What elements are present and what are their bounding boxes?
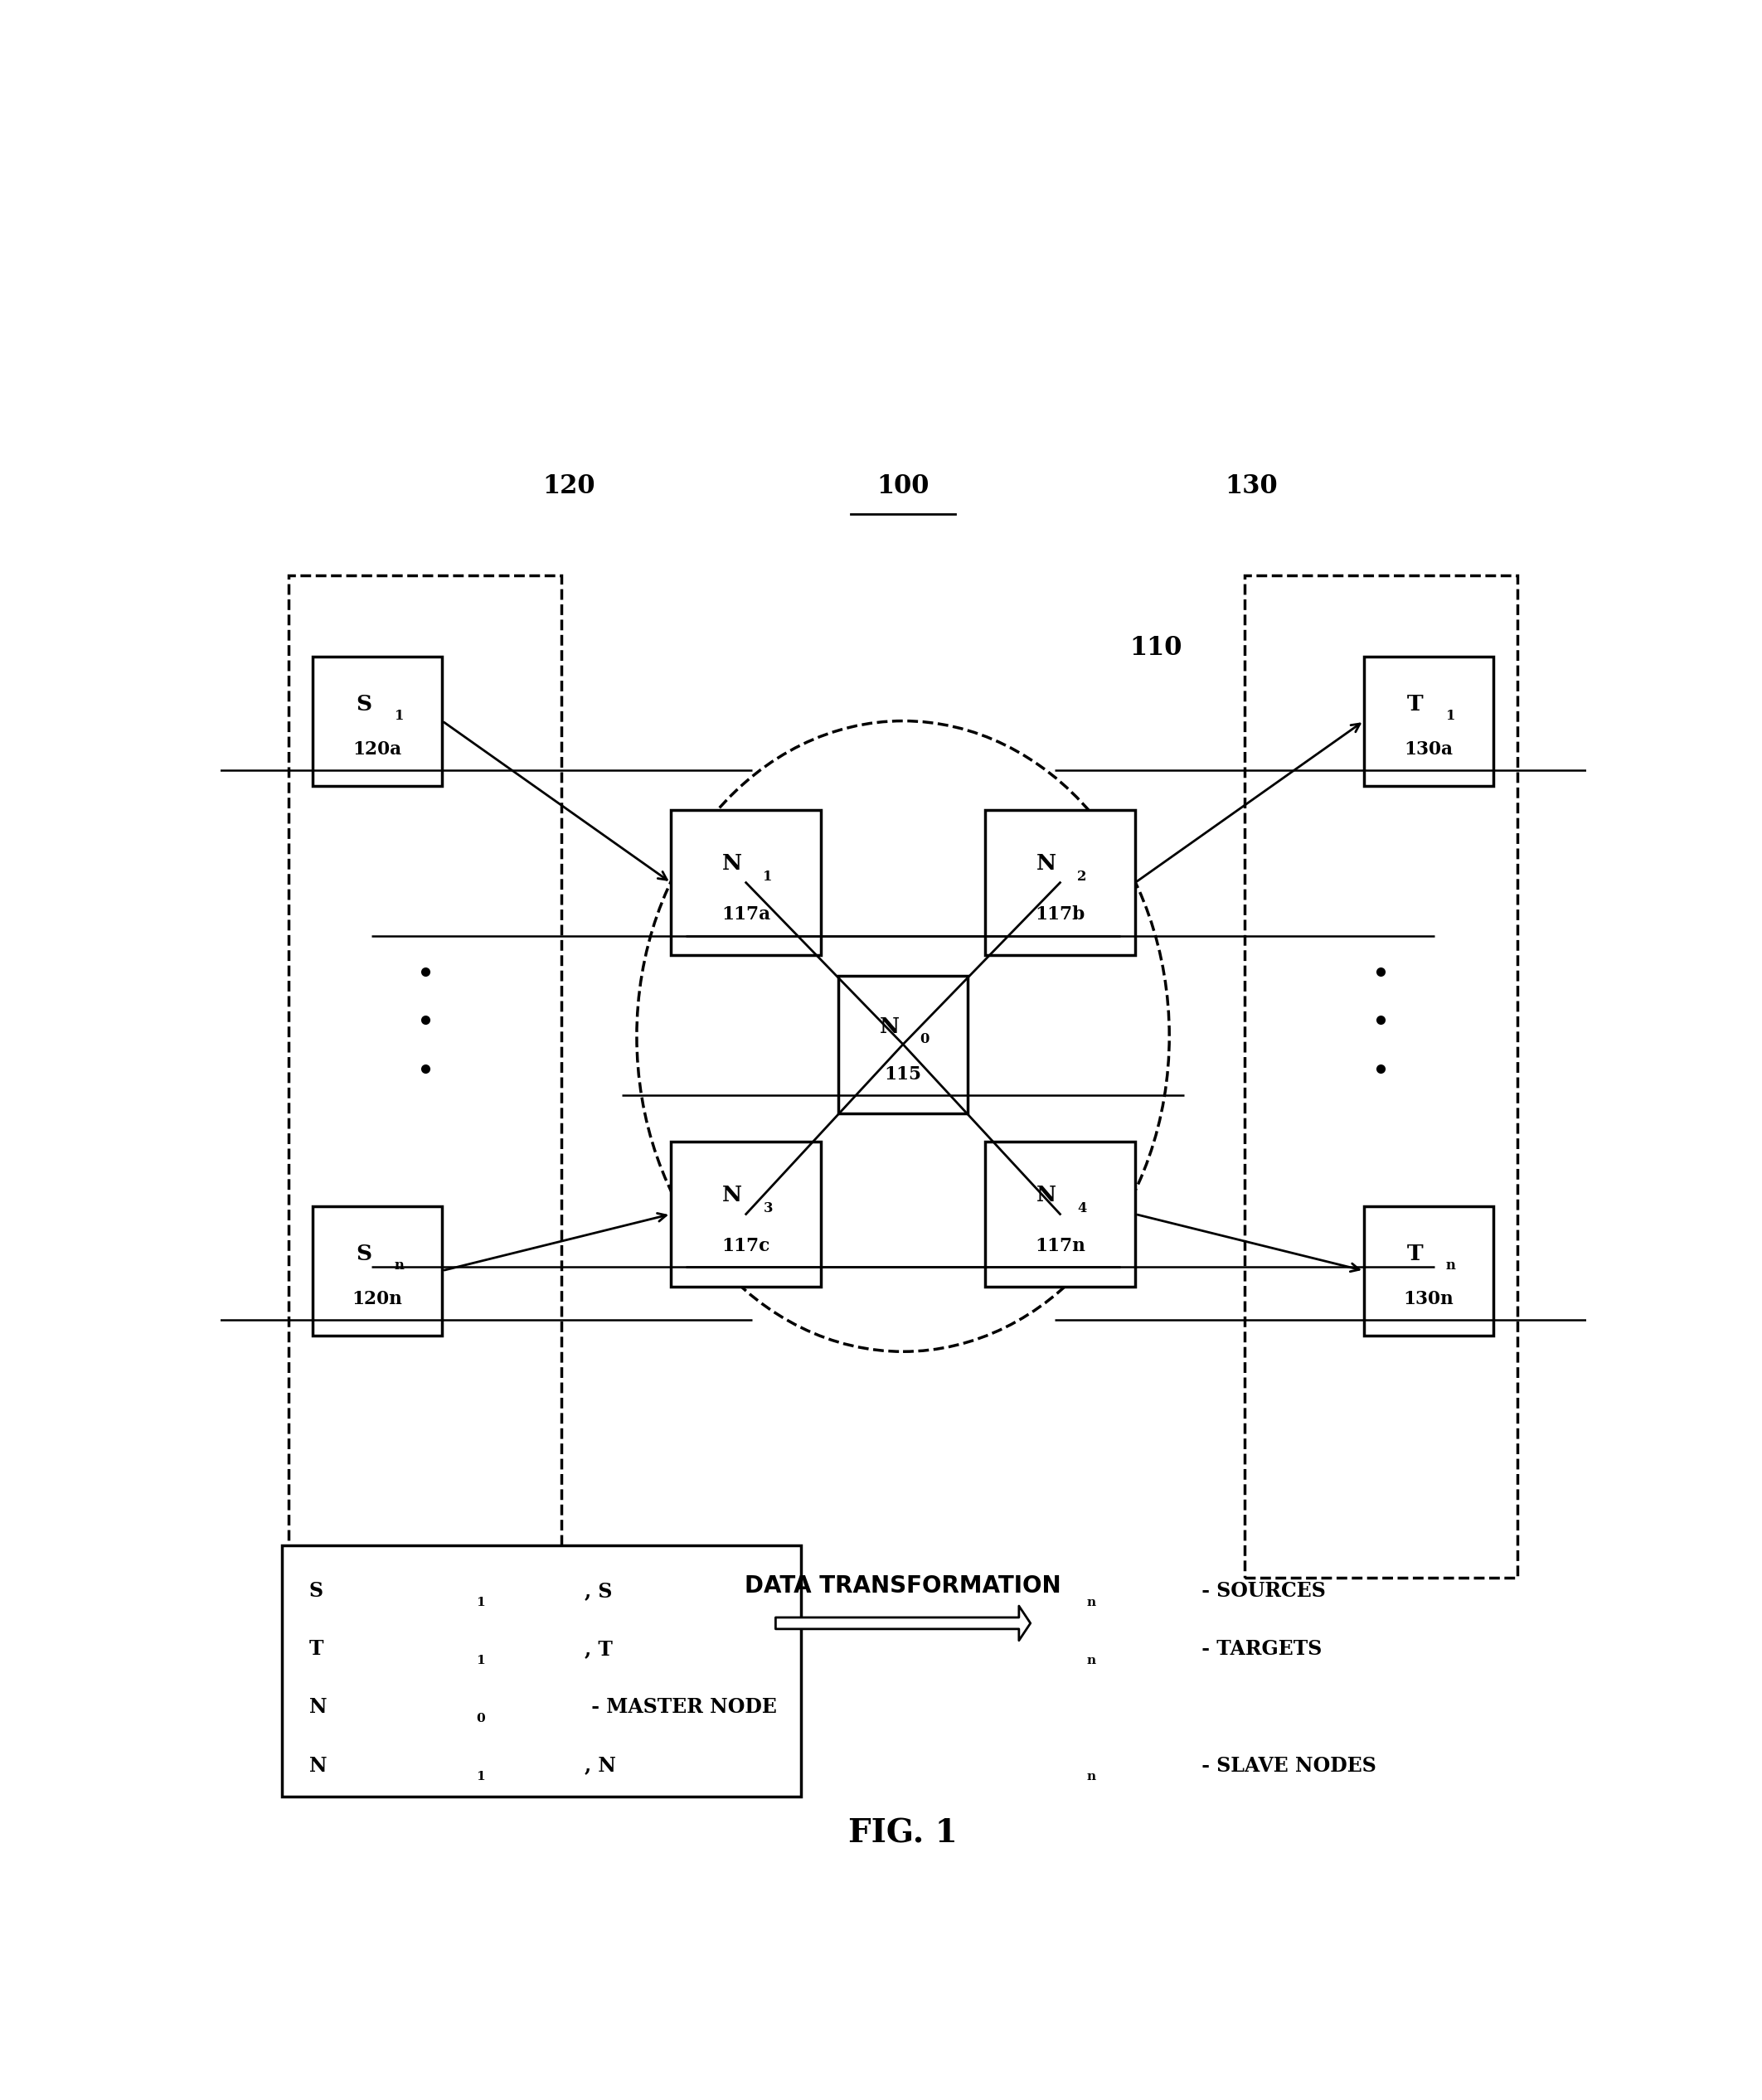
Text: , T: , T: [585, 1640, 613, 1659]
Text: 1: 1: [763, 869, 772, 884]
Text: 117n: 117n: [1034, 1237, 1085, 1256]
Text: 4: 4: [1077, 1201, 1087, 1216]
Text: n: n: [1445, 1258, 1455, 1273]
Text: n: n: [395, 1258, 403, 1273]
Text: N: N: [879, 1016, 899, 1037]
Bar: [289, 575, 562, 1577]
Text: 0: 0: [920, 1031, 930, 1046]
Text: 1: 1: [476, 1596, 485, 1609]
Text: , S: , S: [585, 1581, 613, 1600]
Text: N: N: [308, 1756, 328, 1774]
Text: S: S: [308, 1581, 322, 1600]
Text: FIG. 1: FIG. 1: [849, 1819, 959, 1850]
Text: 115: 115: [885, 1065, 922, 1084]
Text: - SLAVE NODES: - SLAVE NODES: [1195, 1756, 1376, 1774]
Bar: [282, 1546, 800, 1796]
Text: n: n: [1085, 1770, 1096, 1783]
Text: S: S: [356, 1243, 372, 1264]
Text: N: N: [1036, 853, 1057, 874]
Text: T: T: [308, 1640, 324, 1659]
Text: - TARGETS: - TARGETS: [1195, 1640, 1322, 1659]
Text: N: N: [1036, 1184, 1057, 1205]
Text: 1: 1: [476, 1655, 485, 1665]
Text: T: T: [1408, 1243, 1424, 1264]
Text: N: N: [308, 1697, 328, 1718]
Bar: [671, 811, 821, 956]
Bar: [985, 811, 1135, 956]
Text: 1: 1: [476, 1770, 485, 1783]
Text: 0: 0: [476, 1714, 485, 1724]
Bar: [312, 657, 442, 785]
Text: T: T: [1408, 693, 1424, 714]
Text: 120a: 120a: [352, 741, 402, 758]
Text: 1: 1: [395, 708, 403, 722]
Bar: [839, 976, 967, 1113]
Bar: [985, 1140, 1135, 1287]
Text: 3: 3: [763, 1201, 772, 1216]
Text: - SOURCES: - SOURCES: [1195, 1581, 1325, 1600]
Bar: [1244, 575, 1517, 1577]
Text: n: n: [1085, 1596, 1096, 1609]
Text: S: S: [356, 693, 372, 714]
Text: DATA TRANSFORMATION: DATA TRANSFORMATION: [745, 1575, 1061, 1598]
Text: 2: 2: [1077, 869, 1087, 884]
Bar: [671, 1140, 821, 1287]
Bar: [1364, 657, 1494, 785]
Text: 130: 130: [1225, 475, 1277, 500]
Text: N: N: [722, 853, 742, 874]
Text: N: N: [722, 1184, 742, 1205]
Text: 120: 120: [543, 475, 596, 500]
Text: 117c: 117c: [722, 1237, 770, 1256]
Bar: [1364, 1205, 1494, 1336]
Text: 120n: 120n: [352, 1289, 402, 1308]
Text: 117b: 117b: [1034, 905, 1085, 924]
Text: 110: 110: [1129, 636, 1182, 662]
Text: 130a: 130a: [1404, 741, 1454, 758]
Text: 100: 100: [877, 475, 929, 500]
Text: , N: , N: [585, 1756, 617, 1774]
Text: n: n: [1085, 1655, 1096, 1665]
Text: - MASTER NODE: - MASTER NODE: [585, 1697, 777, 1718]
Text: 130n: 130n: [1404, 1289, 1454, 1308]
Bar: [312, 1205, 442, 1336]
Text: 117a: 117a: [721, 905, 770, 924]
Text: 1: 1: [1447, 708, 1455, 722]
